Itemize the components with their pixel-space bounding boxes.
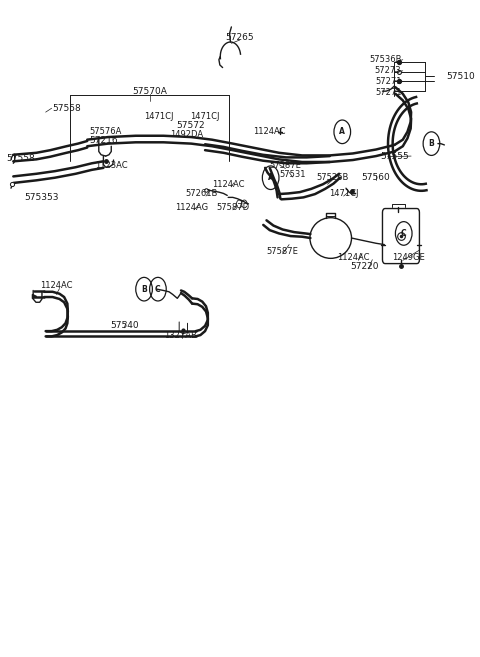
Text: 57510: 57510 [446,72,475,81]
Text: B: B [429,139,434,148]
Text: 57560: 57560 [361,173,390,182]
Text: 57220: 57220 [351,261,379,271]
Text: 1124AG: 1124AG [175,203,208,212]
Text: 57261B: 57261B [185,189,217,198]
Text: 57271: 57271 [375,88,401,97]
Text: 57555: 57555 [380,152,409,161]
Text: 1123AC: 1123AC [96,162,128,170]
Text: 1124AC: 1124AC [337,253,370,262]
Text: 1471CJ: 1471CJ [190,112,220,121]
Text: 1124AC: 1124AC [212,180,244,189]
Text: 575353: 575353 [24,193,58,202]
Text: 57587E: 57587E [269,162,301,170]
Text: 57570A: 57570A [132,87,167,97]
Text: 57271: 57271 [375,77,401,86]
Text: 57587E: 57587E [267,246,299,256]
Text: 57216: 57216 [89,136,118,145]
Text: C: C [401,229,407,238]
Text: A: A [339,127,345,136]
Text: 1492DA: 1492DA [170,130,203,139]
Text: 57526B: 57526B [316,173,348,182]
Text: 57273: 57273 [375,66,401,76]
Text: 57587D: 57587D [216,203,249,212]
Text: 57558: 57558 [52,104,81,113]
Text: B: B [141,284,147,294]
Text: 1471CJ: 1471CJ [144,112,174,121]
Text: 57536B: 57536B [369,55,401,64]
Text: 57572: 57572 [176,121,204,130]
Text: 1471CJ: 1471CJ [329,189,359,198]
Text: 57576A: 57576A [90,127,122,136]
Text: C: C [155,284,161,294]
Text: A: A [268,173,274,182]
Text: 1327AB: 1327AB [165,330,197,340]
Text: 57558: 57558 [6,154,35,162]
Text: 1124AC: 1124AC [40,281,72,290]
Text: 57265: 57265 [226,33,254,42]
Text: 57531: 57531 [279,170,306,179]
Text: 57540: 57540 [110,321,139,330]
Text: 1124AC: 1124AC [253,127,286,136]
Text: 1249GE: 1249GE [392,253,425,262]
